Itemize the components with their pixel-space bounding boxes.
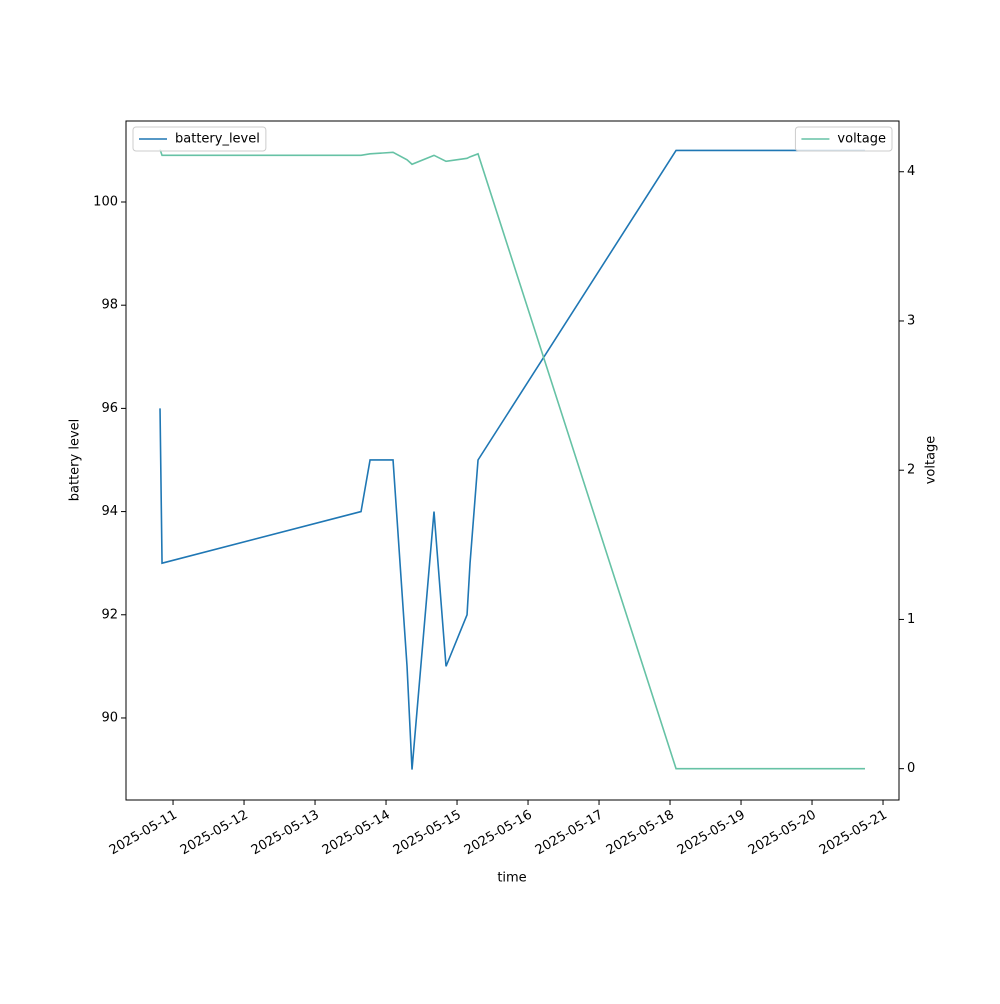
- x-tick-label: 2025-05-16: [462, 808, 535, 859]
- x-tick-label: 2025-05-19: [675, 808, 748, 859]
- y2-tick-label: 0: [907, 761, 915, 776]
- x-tick-label: 2025-05-17: [533, 808, 606, 859]
- y-tick-label: 92: [101, 607, 118, 622]
- x-axis-label: time: [497, 871, 526, 886]
- y-tick-label: 100: [93, 195, 118, 210]
- x-tick-label: 2025-05-21: [817, 808, 890, 859]
- x-tick-label: 2025-05-14: [320, 808, 393, 859]
- y2-tick-label: 3: [907, 313, 915, 328]
- x-tick-label: 2025-05-18: [604, 808, 677, 859]
- x-tick-label: 2025-05-20: [746, 808, 819, 859]
- x-tick-label: 2025-05-12: [178, 808, 251, 859]
- y-axis-label: battery level: [68, 419, 83, 502]
- legend-label: voltage: [837, 132, 886, 147]
- y2-tick-label: 4: [907, 164, 915, 179]
- legend-box: [132, 126, 267, 152]
- legend-box: [794, 126, 893, 152]
- data-line: [159, 149, 865, 770]
- y2-tick-label: 1: [907, 612, 915, 627]
- x-tick-label: 2025-05-11: [107, 808, 180, 859]
- y-tick-label: 98: [101, 298, 118, 313]
- x-tick-label: 2025-05-13: [249, 808, 322, 859]
- y-tick-label: 96: [101, 401, 118, 416]
- y-tick-label: 94: [101, 504, 118, 519]
- legend-label: battery_level: [175, 132, 260, 147]
- data-line: [159, 149, 865, 770]
- x-tick-label: 2025-05-15: [391, 808, 464, 859]
- y-tick-label: 90: [101, 710, 118, 725]
- y2-tick-label: 2: [907, 463, 915, 478]
- y2-axis-label: voltage: [924, 436, 939, 485]
- plot-frame: [125, 120, 900, 801]
